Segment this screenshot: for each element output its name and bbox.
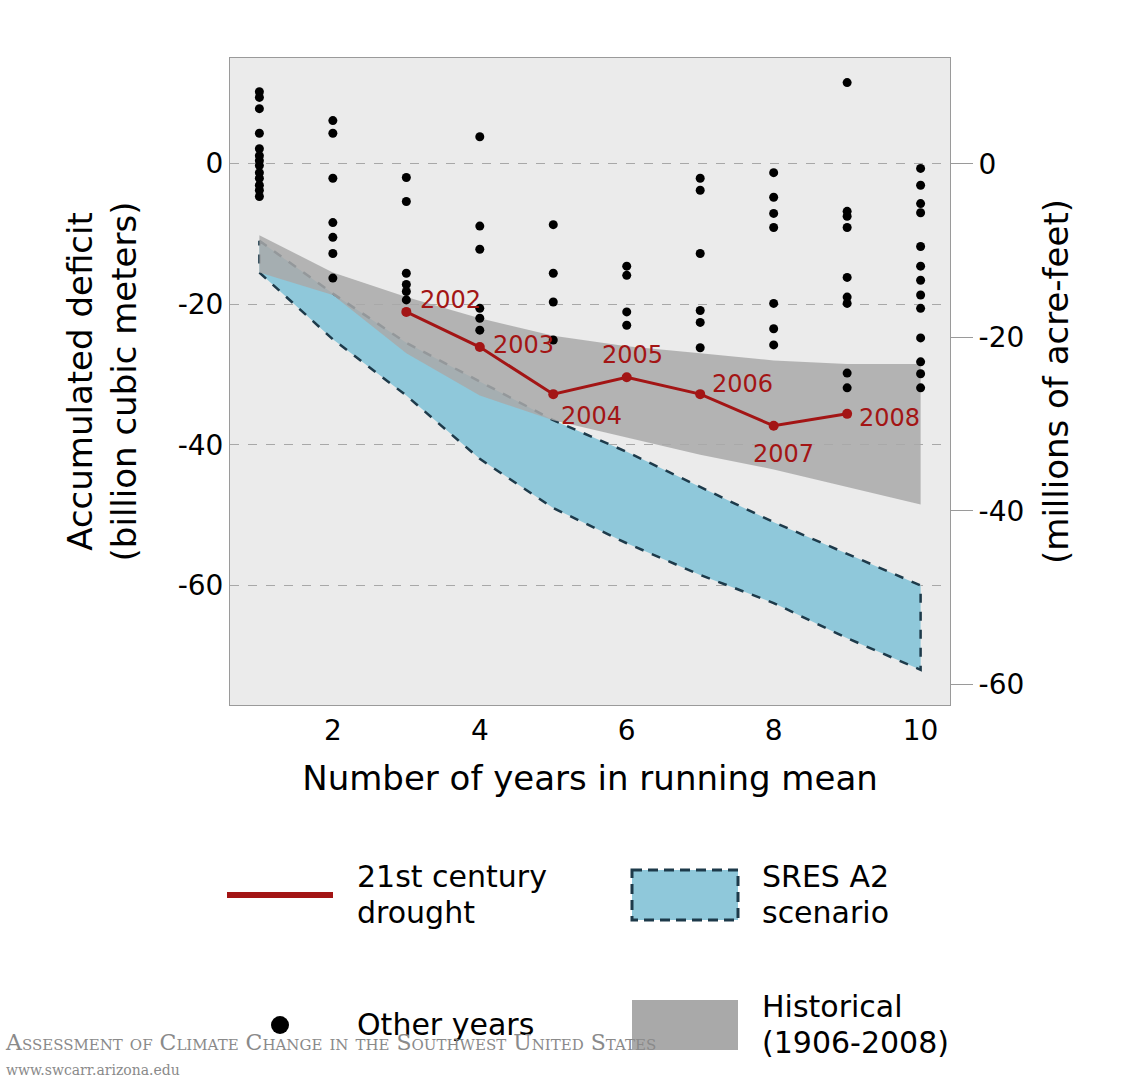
- html-text:www.swcarr.arizona.edu: www.swcarr.arizona.edu: [6, 1062, 180, 1078]
- svg-text:8: 8: [765, 714, 783, 747]
- html-text:21st century drought: 21st century drought: [357, 859, 547, 930]
- html-text:Assessment of Climate Change i: Assessment of Climate Change in the Sout…: [6, 1030, 657, 1055]
- svg-text:0: 0: [979, 148, 997, 181]
- html-text:SRES A2 scenario: SRES A2 scenario: [762, 859, 889, 930]
- html-text:Historical (1906-2008): Historical (1906-2008): [762, 989, 949, 1060]
- html-text:Other years: Other years: [357, 1007, 535, 1042]
- svg-text:(millions of acre-feet): (millions of acre-feet): [1036, 199, 1076, 564]
- svg-text:0: 0: [206, 147, 224, 180]
- svg-text:2004: 2004: [561, 402, 622, 430]
- svg-text:-60: -60: [979, 668, 1025, 701]
- svg-text:6: 6: [618, 714, 636, 747]
- svg-text:2002: 2002: [420, 286, 481, 314]
- svg-text:-20: -20: [178, 288, 224, 321]
- svg-text:-60: -60: [178, 569, 224, 602]
- svg-text:4: 4: [471, 714, 489, 747]
- svg-text:2007: 2007: [753, 440, 814, 468]
- svg-text:2: 2: [324, 714, 342, 747]
- svg-text:Accumulated deficit(billion cu: Accumulated deficit(billion cubic meters…: [60, 202, 144, 562]
- svg-text:2005: 2005: [602, 341, 663, 369]
- svg-text:-20: -20: [979, 321, 1025, 354]
- svg-text:-40: -40: [979, 495, 1025, 528]
- svg-text:-40: -40: [178, 429, 224, 462]
- svg-text:10: 10: [903, 714, 939, 747]
- svg-text:2006: 2006: [712, 370, 773, 398]
- svg-text:Number of years in running mea: Number of years in running mean: [302, 758, 878, 798]
- svg-text:2008: 2008: [859, 404, 920, 432]
- svg-text:2003: 2003: [493, 331, 554, 359]
